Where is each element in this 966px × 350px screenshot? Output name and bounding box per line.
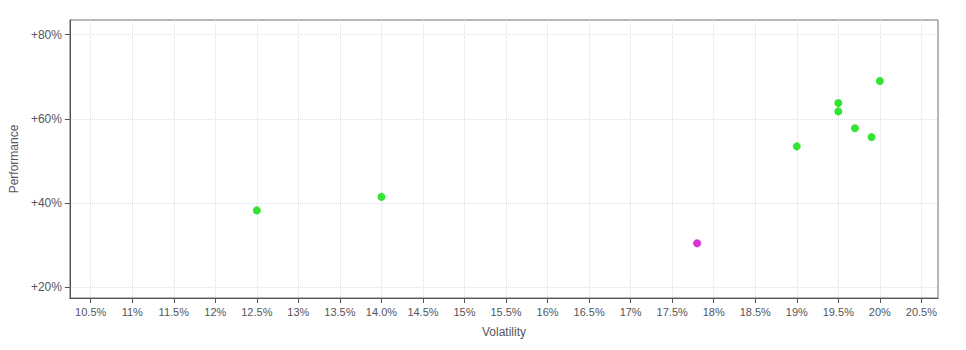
svg-text:11%: 11% xyxy=(122,306,143,318)
svg-text:14.0%: 14.0% xyxy=(366,306,397,318)
svg-text:12%: 12% xyxy=(204,306,226,318)
svg-text:18%: 18% xyxy=(703,306,725,318)
svg-text:14.5%: 14.5% xyxy=(407,306,438,318)
svg-text:16%: 16% xyxy=(537,306,559,318)
svg-text:+80%: +80% xyxy=(31,28,62,42)
svg-text:12.5%: 12.5% xyxy=(241,306,272,318)
svg-text:15%: 15% xyxy=(453,306,475,318)
svg-text:20.5%: 20.5% xyxy=(906,306,937,318)
svg-text:20%: 20% xyxy=(869,306,891,318)
svg-text:10.5%: 10.5% xyxy=(75,306,106,318)
svg-text:11.5%: 11.5% xyxy=(159,306,190,318)
svg-text:18.5%: 18.5% xyxy=(740,306,771,318)
svg-text:Performance: Performance xyxy=(7,124,21,193)
svg-text:19%: 19% xyxy=(786,306,808,318)
svg-text:13%: 13% xyxy=(287,306,309,318)
svg-text:17.5%: 17.5% xyxy=(657,306,688,318)
svg-text:+20%: +20% xyxy=(31,280,62,294)
svg-text:13.5%: 13.5% xyxy=(324,306,355,318)
svg-text:17%: 17% xyxy=(620,306,642,318)
svg-text:+60%: +60% xyxy=(31,112,62,126)
svg-text:15.5%: 15.5% xyxy=(490,306,521,318)
svg-text:16.5%: 16.5% xyxy=(574,306,605,318)
svg-text:+40%: +40% xyxy=(31,196,62,210)
svg-text:Volatility: Volatility xyxy=(482,325,526,339)
svg-text:19.5%: 19.5% xyxy=(823,306,854,318)
